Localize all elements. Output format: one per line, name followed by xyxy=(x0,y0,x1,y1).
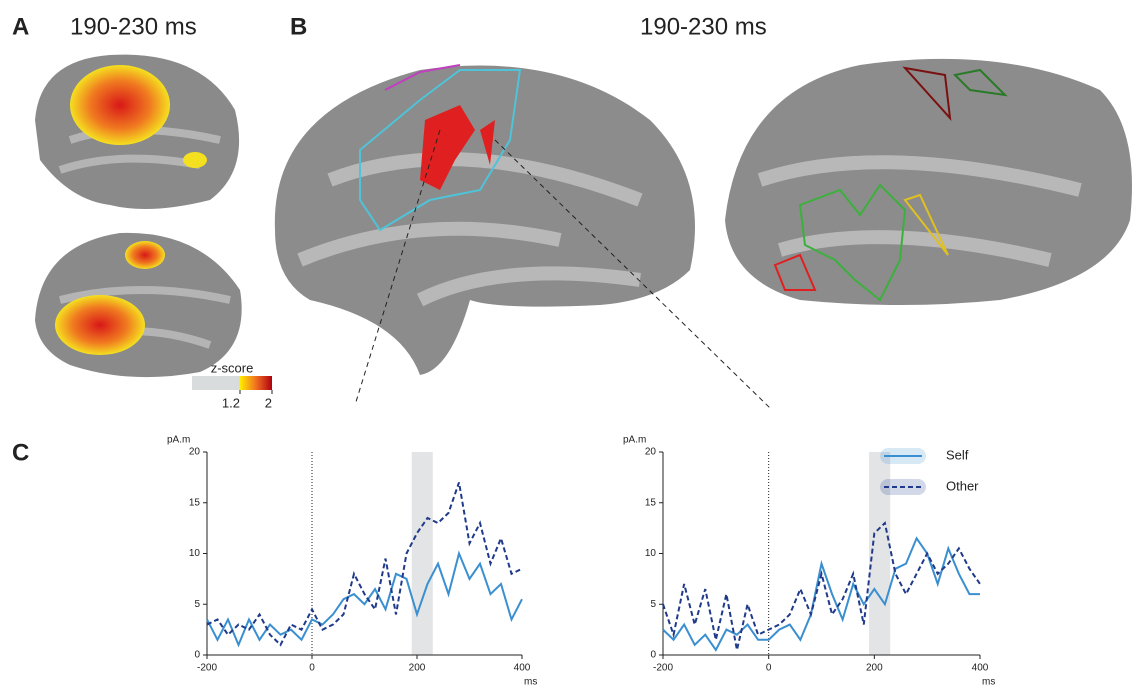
y-tick-label: 10 xyxy=(645,548,657,559)
colorbar-tick-label: 1.2 xyxy=(222,395,240,410)
y-tick-label: 0 xyxy=(194,650,200,661)
analysis-window xyxy=(411,452,433,655)
x-tick-label: -200 xyxy=(197,663,217,674)
panel-label: C xyxy=(12,439,29,466)
panel-title: 190-230 ms xyxy=(640,13,767,40)
brain-a-top xyxy=(35,54,240,209)
legend-label: Other xyxy=(946,478,979,493)
y-axis-label: pA.m xyxy=(623,435,646,446)
colorbar: z-score xyxy=(211,360,254,375)
brain-b-right xyxy=(725,58,1132,305)
brain-a-bottom xyxy=(35,232,242,378)
y-tick-label: 20 xyxy=(189,447,201,458)
x-axis-label: ms xyxy=(982,677,995,688)
y-tick-label: 20 xyxy=(645,447,657,458)
y-axis-label: pA.m xyxy=(167,435,190,446)
x-axis-label: ms xyxy=(524,677,537,688)
y-tick-label: 0 xyxy=(650,650,656,661)
series-line xyxy=(206,550,523,648)
x-tick-label: 200 xyxy=(866,663,883,674)
y-tick-label: 10 xyxy=(189,548,201,559)
legend-label: Self xyxy=(946,447,969,462)
colorbar-scale xyxy=(192,376,272,390)
series-line xyxy=(662,521,981,651)
x-tick-label: 0 xyxy=(309,663,315,674)
y-tick-label: 15 xyxy=(645,497,657,508)
zoom-line xyxy=(494,139,771,409)
x-tick-label: 400 xyxy=(514,663,531,674)
y-tick-label: 5 xyxy=(194,599,200,610)
y-tick-label: 15 xyxy=(189,497,201,508)
series-line xyxy=(662,536,980,652)
colorbar-tick-label: 2 xyxy=(265,395,272,410)
brain-b-left xyxy=(274,64,695,376)
x-tick-label: -200 xyxy=(653,663,673,674)
panel-label: B xyxy=(290,13,307,40)
colorbar-title: z-score xyxy=(211,360,254,375)
zoom-line xyxy=(354,129,441,406)
x-tick-label: 400 xyxy=(972,663,989,674)
x-tick-label: 200 xyxy=(409,663,426,674)
y-tick-label: 5 xyxy=(650,599,656,610)
panel-title: 190-230 ms xyxy=(70,13,197,40)
panel-label: A xyxy=(12,13,29,40)
series-line xyxy=(206,482,523,647)
x-tick-label: 0 xyxy=(766,663,772,674)
